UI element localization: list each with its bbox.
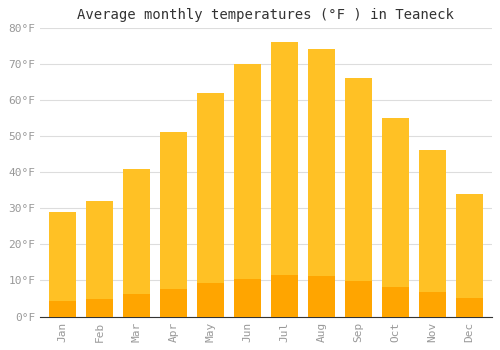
Bar <box>344 78 372 316</box>
Bar <box>382 287 409 316</box>
Bar <box>48 212 76 316</box>
Bar <box>234 279 262 316</box>
Bar <box>344 281 372 316</box>
Bar <box>122 168 150 316</box>
Bar <box>160 289 188 316</box>
Bar <box>196 283 224 316</box>
Bar <box>270 275 298 316</box>
Bar <box>48 301 76 316</box>
Bar <box>308 49 336 316</box>
Bar <box>308 276 336 316</box>
Bar <box>270 42 298 316</box>
Title: Average monthly temperatures (°F ) in Teaneck: Average monthly temperatures (°F ) in Te… <box>78 8 454 22</box>
Bar <box>196 93 224 316</box>
Bar <box>456 194 483 316</box>
Bar <box>234 64 262 316</box>
Bar <box>86 299 114 316</box>
Bar <box>160 132 188 316</box>
Bar <box>382 118 409 316</box>
Bar <box>418 150 446 316</box>
Bar <box>86 201 114 316</box>
Bar <box>122 294 150 316</box>
Bar <box>418 292 446 316</box>
Bar <box>456 298 483 316</box>
